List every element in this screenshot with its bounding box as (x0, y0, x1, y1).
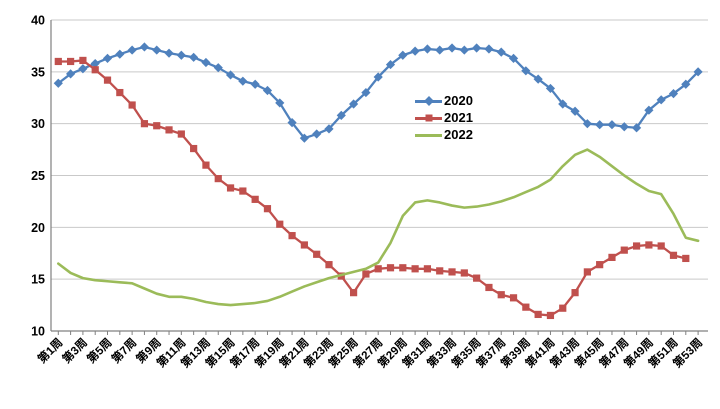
series-2021 (54, 56, 690, 320)
legend-marker-2022-line-icon (415, 129, 442, 141)
legend-label-2020: 2020 (444, 93, 473, 108)
y-tick-label: 30 (31, 117, 45, 131)
legend-item-2021: 2021 (415, 110, 473, 126)
y-axis-labels: 10 15 20 25 30 35 40 (31, 14, 45, 339)
series-2020-markers (53, 42, 703, 143)
legend-marker-2021-square-icon (415, 112, 442, 124)
series-2022 (56, 148, 700, 307)
legend-item-2020: 2020 (415, 93, 473, 109)
x-tick-label: 第7周 (109, 335, 140, 366)
legend-marker-2020-diamond-icon (415, 95, 442, 107)
x-tick-label: 第5周 (84, 335, 115, 366)
legend-label-2021: 2021 (444, 110, 473, 125)
gridlines (51, 19, 708, 280)
series-2021-markers (54, 56, 690, 320)
axes (50, 20, 708, 332)
y-tick-label: 35 (31, 65, 45, 79)
x-tick-label: 第3周 (59, 335, 90, 366)
y-tick-label: 20 (31, 221, 45, 235)
y-tick-label: 10 (31, 325, 45, 339)
x-axis-labels: 第1周第3周第5周第7周第9周第11周第13周第15周第17周第19周第21周第… (35, 335, 705, 370)
legend-label-2022: 2022 (444, 127, 473, 142)
x-axis-ticks (57, 331, 699, 335)
y-tick-label: 25 (31, 169, 45, 183)
series-2022-line (56, 148, 700, 307)
chart-legend: 2020 2021 2022 (415, 93, 473, 143)
x-tick-label: 第1周 (35, 335, 66, 366)
series-2020 (53, 42, 703, 143)
legend-item-2022: 2022 (415, 127, 473, 143)
series-2021-line (57, 59, 687, 317)
y-tick-label: 15 (31, 273, 45, 287)
y-tick-label: 40 (31, 14, 45, 28)
